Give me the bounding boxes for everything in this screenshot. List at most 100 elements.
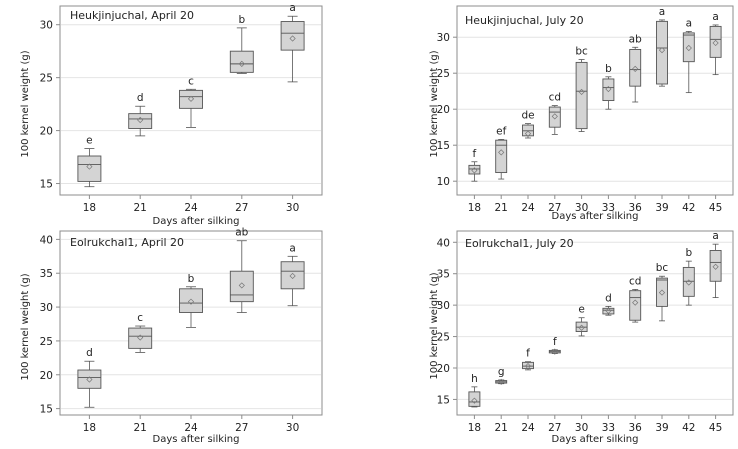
x-tick-label: 39 [655, 202, 668, 214]
x-tick-label: 39 [655, 422, 668, 434]
significance-letter: e [578, 304, 584, 316]
y-tick-label: 30 [437, 32, 450, 44]
box-27: f [548, 336, 561, 355]
panel-eolrukchal1-july: Eolrukchal1, July 20 100 kernel weight (… [429, 230, 734, 445]
x-axis-label: Days after silking [552, 211, 639, 222]
box-21: c [128, 312, 153, 353]
mean-marker [658, 47, 666, 54]
box-18: f [468, 148, 481, 182]
y-tick-label: 15 [40, 179, 53, 191]
mean-marker [524, 363, 532, 370]
box-18: e [77, 135, 102, 188]
y-tick-label: 30 [437, 300, 450, 312]
y-tick-label: 15 [40, 404, 53, 416]
box-42: b [682, 247, 695, 306]
x-tick-label: 18 [468, 422, 481, 434]
significance-letter: g [498, 366, 505, 378]
panel-heukjinjuchal-april: Heukjinjuchal, April 20 100 kernel weigh… [20, 2, 323, 227]
significance-letter: bc [656, 262, 669, 274]
significance-letter: f [473, 148, 477, 160]
x-tick-label: 18 [468, 202, 481, 214]
significance-letter: a [712, 11, 718, 23]
mean-marker [86, 163, 93, 170]
significance-letter: h [471, 373, 478, 385]
x-tick-label: 21 [495, 202, 508, 214]
significance-letter: a [289, 242, 295, 254]
x-tick-label: 36 [629, 202, 643, 214]
iqr-box [575, 61, 588, 130]
iqr-box [709, 25, 722, 58]
x-tick-label: 24 [521, 202, 535, 214]
y-axis-label: 100 kernel weight (g) [429, 272, 440, 379]
significance-letter: c [137, 312, 143, 324]
x-tick-label: 21 [134, 422, 147, 434]
y-tick-label: 30 [40, 20, 53, 32]
mean-marker [632, 65, 639, 72]
box-30: e [575, 304, 588, 337]
box-27: b [229, 14, 254, 74]
x-axis-label: Days after silking [153, 434, 240, 445]
panel-title: Heukjinjuchal, April 20 [70, 9, 194, 22]
x-axis-label: Days after silking [552, 434, 639, 445]
iqr-box [280, 261, 305, 290]
mean-marker [685, 44, 692, 52]
x-tick-label: 30 [286, 202, 299, 214]
box-36: cd [629, 275, 641, 323]
box-27: cd [549, 92, 561, 135]
box-21: ef [495, 125, 508, 180]
box-27: ab [229, 227, 254, 313]
y-axis-label: 100 kernel weight (g) [20, 50, 31, 157]
significance-letter: ab [235, 227, 248, 239]
box-45: a [709, 11, 722, 76]
mean-marker [289, 35, 296, 42]
significance-letter: c [188, 75, 194, 87]
mean-marker [524, 130, 532, 137]
box-24: b [179, 273, 203, 328]
panel-heukjinjuchal-july: Heukjinjuchal, July 20 100 kernel weight… [429, 5, 734, 222]
significance-letter: a [712, 230, 718, 242]
x-tick-label: 36 [629, 422, 643, 434]
box-30: a [280, 2, 305, 83]
x-tick-label: 21 [134, 202, 147, 214]
iqr-box [602, 78, 615, 102]
box-39: bc [656, 262, 669, 322]
box-36: ab [629, 33, 642, 103]
x-tick-label: 27 [235, 422, 248, 434]
significance-letter: f [526, 348, 530, 360]
mean-marker [685, 279, 692, 286]
significance-letter: b [238, 14, 245, 26]
panel-title: Eolrukchal1, July 20 [465, 237, 574, 250]
mean-marker [289, 272, 296, 280]
y-tick-label: 25 [437, 68, 450, 80]
x-tick-label: 18 [83, 422, 96, 434]
significance-letter: b [685, 247, 692, 259]
y-tick-label: 40 [40, 234, 53, 246]
iqr-box [179, 288, 203, 313]
y-axis-label: 100 kernel weight (g) [429, 50, 440, 157]
significance-letter: d [605, 292, 612, 304]
mean-marker [238, 60, 245, 67]
box-24: f [522, 348, 534, 371]
iqr-box [656, 277, 668, 307]
iqr-box [128, 327, 153, 349]
mean-marker [187, 298, 195, 305]
mean-marker [137, 116, 144, 124]
y-tick-label: 20 [437, 363, 450, 375]
mean-marker [86, 376, 93, 383]
significance-letter: d [86, 347, 93, 359]
mean-marker [712, 263, 719, 270]
iqr-box [468, 391, 481, 407]
box-45: a [709, 230, 722, 299]
y-tick-label: 35 [437, 269, 450, 281]
x-tick-label: 45 [709, 422, 722, 434]
y-tick-label: 25 [437, 332, 450, 344]
significance-letter: ab [629, 33, 642, 45]
iqr-box [629, 48, 642, 87]
y-axis-label: 100 kernel weight (g) [20, 273, 31, 380]
box-33: d [602, 292, 615, 316]
significance-letter: a [289, 2, 295, 14]
x-tick-label: 33 [602, 422, 615, 434]
mean-marker [578, 324, 585, 331]
mean-marker [498, 378, 505, 385]
x-axis-label: Days after silking [153, 216, 240, 227]
